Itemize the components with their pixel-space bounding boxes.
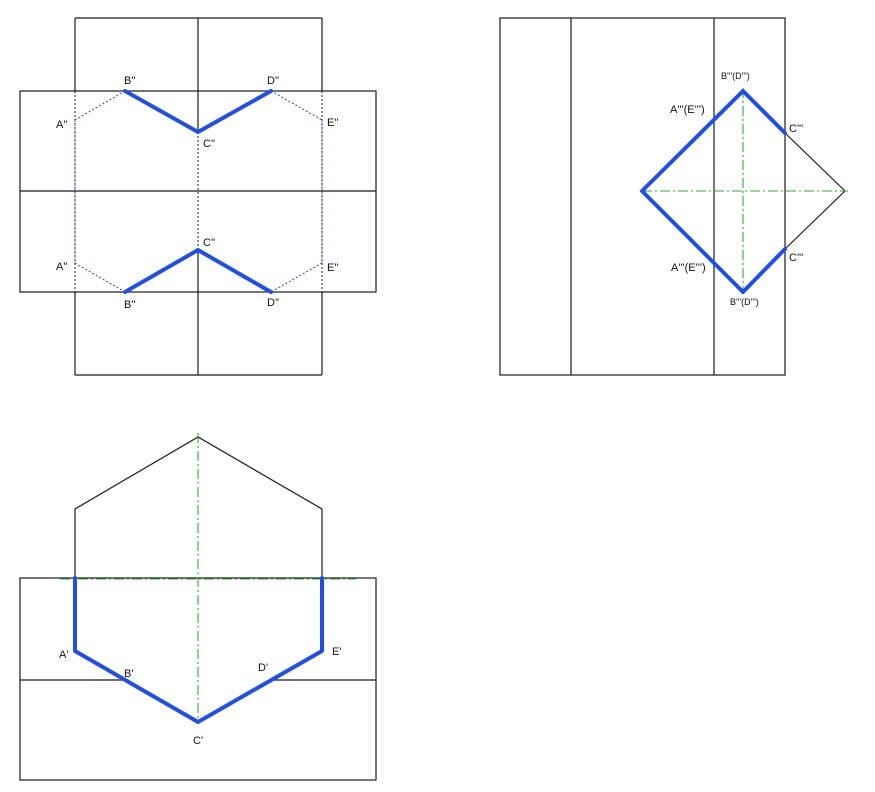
top-view: A' B' D' E' C' [19,433,377,781]
side-diamond-right-lower [784,190,846,250]
side-intersection-right-upper [741,89,787,135]
label-front-bottom-d: D'' [267,297,279,309]
label-side-right-upper: C''' [789,123,803,135]
side-view: B'''(D''') A'''(E''') C''' C''' A'''(E''… [499,17,848,376]
front-hidden-top-right [270,90,323,121]
side-diamond-right-upper [784,132,846,192]
label-front-bottom-b: B'' [124,299,136,311]
front-hidden-top-left [74,90,126,121]
side-intersection-left [640,89,745,294]
label-side-left-upper: A'''(E''') [670,104,705,116]
front-intersection-upper [123,89,273,134]
label-side-bottom: B'''(D''') [730,297,759,307]
label-top-a: A' [59,649,68,661]
label-top-e: E' [332,646,341,658]
label-front-bottom-e: E'' [327,262,339,274]
label-front-bottom-a: A'' [56,261,68,273]
label-top-b: B' [124,668,133,680]
label-front-top-c: C'' [203,138,215,150]
front-hidden-bottom-right [270,262,323,293]
label-front-bottom-c: C'' [203,237,215,249]
front-view: B'' D'' A'' E'' C'' C'' A'' E'' B'' D'' [19,17,377,376]
top-intersection [73,576,324,724]
side-prism-outline [499,17,786,376]
label-front-top-b: B'' [124,75,136,87]
label-top-d: D' [258,662,268,674]
front-hidden-bottom-left [74,262,126,293]
front-intersection-lower [123,248,273,294]
side-intersection-right-lower [741,247,787,294]
label-top-c: C' [193,735,203,747]
label-side-top: B'''(D''') [721,71,750,81]
label-front-top-a: A'' [56,119,68,131]
label-side-right-lower: C''' [789,252,803,264]
label-front-top-d: D'' [267,75,279,87]
label-front-top-e: E'' [327,117,339,129]
label-side-left-lower: A'''(E''') [671,262,706,274]
